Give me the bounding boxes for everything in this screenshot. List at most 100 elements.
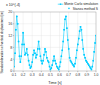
data-point [94,42,95,43]
data-point [76,50,77,51]
data-point [89,66,90,67]
data-point [20,61,21,62]
data-point [93,60,94,61]
data-point [63,41,64,42]
data-point [89,66,90,67]
data-point [93,60,94,61]
data-point [17,23,18,24]
data-point [66,28,67,29]
data-point [65,16,66,17]
data-point [41,60,42,61]
data-point [35,57,36,58]
data-point [22,32,23,33]
tick-label: 0.9 [85,73,90,77]
data-point [63,41,64,42]
data-point [36,54,37,55]
data-point [32,61,33,62]
series [14,16,96,71]
data-point [82,39,83,40]
data-point [84,57,85,58]
data-point [19,56,20,57]
tick-label: 4 [10,58,12,62]
data-point [17,23,18,24]
data-point [67,39,68,40]
data-point [60,61,61,62]
data-point [59,66,60,67]
data-point [16,16,17,17]
data-point [78,38,79,39]
data-point [14,53,15,54]
legend-swatch [58,4,64,5]
data-point [37,48,38,49]
data-point [60,61,61,62]
data-point [15,29,16,30]
data-point [67,39,68,40]
data-point [81,29,82,30]
tick-label: 16 [8,22,12,26]
data-point [44,48,45,49]
tick-label: 0.2 [21,73,26,77]
data-point [51,67,52,68]
data-point [74,63,75,64]
plot-area [14,12,96,71]
data-point [71,61,72,62]
data-point [39,48,40,49]
data-point [22,32,23,33]
grid-line [14,35,96,36]
data-point [22,44,23,45]
data-point [18,41,19,42]
legend: Monte Carlo simulationStanza method S [58,2,99,10]
data-point [74,63,75,64]
data-point [39,48,40,49]
data-point [51,67,52,68]
data-point [18,41,19,42]
tick-label: 0.8 [75,73,80,77]
data-point [25,53,26,54]
data-point [80,26,81,27]
data-point [43,54,44,55]
data-point [42,63,43,64]
data-point [70,60,71,61]
data-point [72,63,73,64]
grid-line [50,12,51,71]
data-point [61,56,62,57]
data-point [33,50,34,51]
data-point [52,60,53,61]
data-point [90,67,91,68]
data-point [83,48,84,49]
data-point [53,56,54,57]
data-point [93,51,94,52]
data-point [38,41,39,42]
data-point [26,48,27,49]
data-point [29,64,30,65]
data-point [93,51,94,52]
data-layer [14,16,96,71]
grid [14,12,96,71]
data-point [25,53,26,54]
annotation: x 10^{-4} [6,3,21,7]
data-point [88,64,89,65]
tick-label: 0.5 [48,73,53,77]
grid-line [86,12,87,71]
data-point [64,19,65,20]
data-point [77,44,78,45]
tick-label: 0 [10,69,12,73]
data-point [85,60,86,61]
data-point [24,54,25,55]
data-point [54,60,55,61]
data-point [52,60,53,61]
tick-label: 0.6 [57,73,62,77]
data-point [86,61,87,62]
tick-label: 20 [8,10,12,14]
data-point [57,67,58,68]
data-point [57,67,58,68]
data-point [58,69,59,70]
data-point [54,60,55,61]
data-point [45,51,46,52]
data-point [34,53,35,54]
data-point [32,54,33,55]
grid-line [32,12,33,71]
data-point [35,57,36,58]
data-point [44,48,45,49]
data-point [56,66,57,67]
